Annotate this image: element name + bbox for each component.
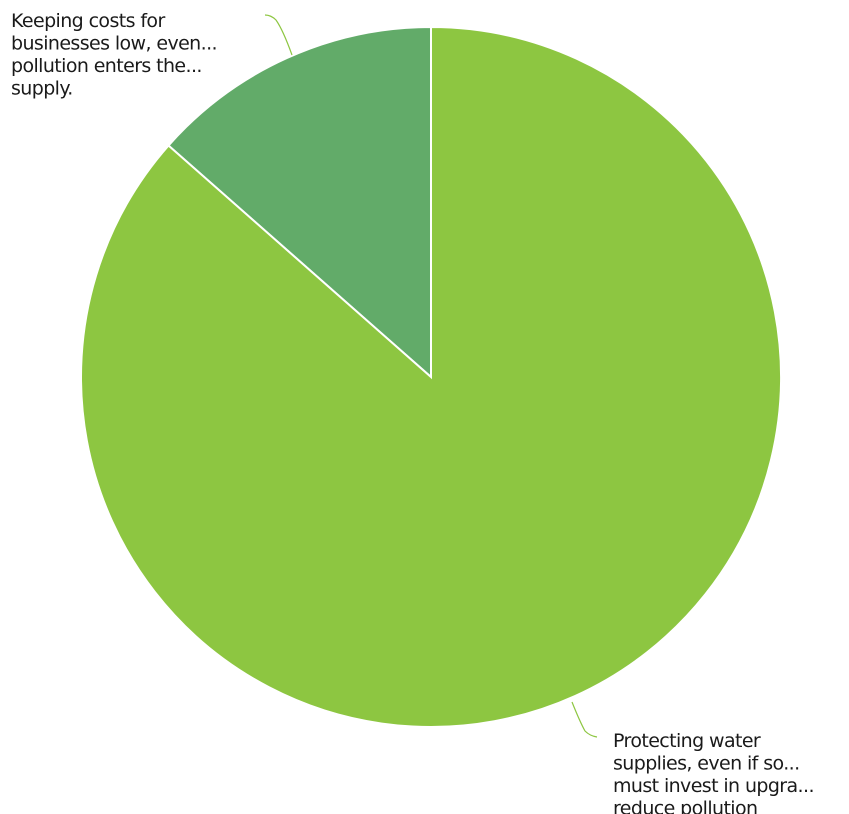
slice-label-line: Protecting water <box>613 730 761 752</box>
slice-label-1: Keeping costs for businesses low, even...… <box>11 10 217 100</box>
slice-label-line: supplies, even if so... <box>613 753 800 775</box>
slices-layer <box>80 25 782 728</box>
slice-label-line: supply. <box>11 78 73 100</box>
slice-label-line: pollution enters the... <box>11 55 202 77</box>
slice-label-line: Keeping costs for <box>11 10 165 32</box>
slice-label-line: businesses low, even... <box>11 33 217 55</box>
leader-line-2 <box>571 701 598 738</box>
slice-label-line: must invest in upgra... <box>613 775 814 797</box>
leader-line-1 <box>264 14 293 56</box>
leader-lines-layer <box>264 14 598 738</box>
pie-slice-2[interactable] <box>80 25 782 728</box>
slice-label-2: Protecting water supplies, even if so... m… <box>613 730 814 814</box>
labels-layer: Keeping costs for businesses low, even...… <box>11 10 814 814</box>
slice-label-line: reduce pollution <box>613 798 757 814</box>
pie-slice-1[interactable] <box>167 25 432 380</box>
